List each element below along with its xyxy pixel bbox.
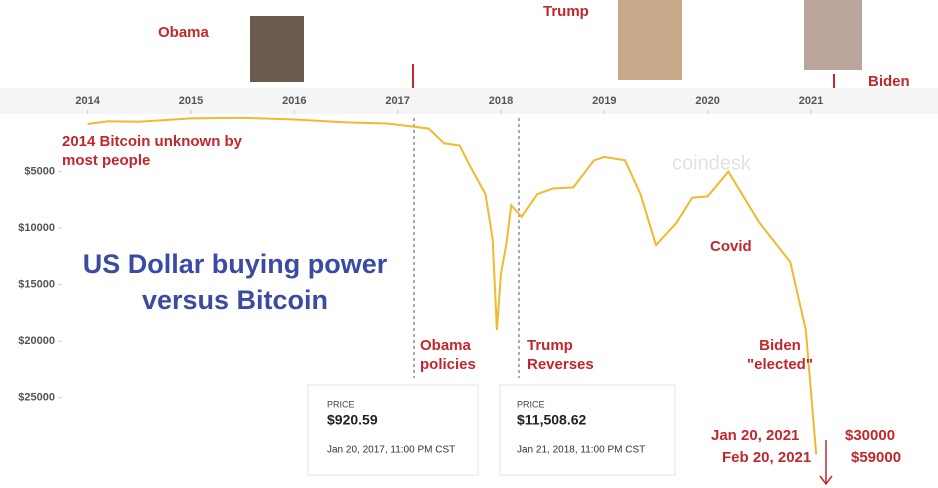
annotation: Trump Reverses (527, 337, 594, 373)
annotation: Obama (158, 24, 210, 41)
annotation-box: Biden "elected" (747, 337, 813, 373)
y-tick-label: $10000 (18, 222, 55, 234)
price-line (87, 116, 818, 455)
y-tick-label: $5000 (24, 165, 55, 177)
annotation-box: 2014 Bitcoin unknown by most people (62, 133, 243, 169)
annotation: Jan 20, 2021 (711, 427, 799, 444)
annotation: Biden "elected" (747, 337, 813, 373)
x-tick-label: 2016 (282, 95, 306, 107)
tooltip-box (307, 384, 479, 476)
annotation: Feb 20, 2021 (722, 449, 811, 466)
annotation: $30000 (845, 427, 895, 444)
x-tick-label: 2017 (385, 95, 409, 107)
chart-title: US Dollar buying power versus Bitcoin (82, 249, 388, 315)
y-tick-label: $25000 (18, 392, 55, 404)
x-tick-label: 2018 (489, 95, 513, 107)
x-tick-label: 2020 (695, 95, 719, 107)
x-tick-label: 2014 (75, 95, 100, 107)
annotation: Obama policies (420, 337, 476, 373)
annotation-box: Trump Reverses (527, 337, 594, 373)
photo (250, 16, 304, 82)
annotation: Covid (710, 238, 752, 255)
axis-band (0, 88, 938, 114)
x-tick-label: 2021 (799, 95, 823, 107)
photo (804, 0, 862, 70)
y-tick-label: $15000 (18, 279, 55, 291)
tooltip-label: PRICE (327, 399, 355, 409)
tooltip-box (499, 384, 676, 476)
tooltip-date: Jan 20, 2017, 11:00 PM CST (327, 445, 455, 456)
annotation: $59000 (851, 449, 901, 466)
annotation-box: Obama policies (420, 337, 476, 373)
watermark: coindesk (672, 152, 752, 174)
photo (618, 0, 682, 80)
y-tick-label: $20000 (18, 335, 55, 347)
tooltip-label: PRICE (517, 399, 545, 409)
tooltip-price: $920.59 (327, 412, 378, 428)
annotation: Trump (543, 3, 589, 20)
arrow-head (819, 475, 833, 486)
x-tick-label: 2019 (592, 95, 616, 107)
title-box: US Dollar buying power versus Bitcoin (82, 249, 388, 315)
annotation: Biden (868, 73, 910, 90)
annotation: 2014 Bitcoin unknown by most people (62, 133, 243, 169)
tooltip: PRICE $920.59 Jan 20, 2017, 11:00 PM CST (307, 384, 479, 476)
tooltip-price: $11,508.62 (517, 412, 587, 428)
x-tick-label: 2015 (179, 95, 203, 107)
tooltip: PRICE $11,508.62 Jan 21, 2018, 11:00 PM … (499, 384, 676, 476)
tooltip-date: Jan 21, 2018, 11:00 PM CST (517, 445, 645, 456)
